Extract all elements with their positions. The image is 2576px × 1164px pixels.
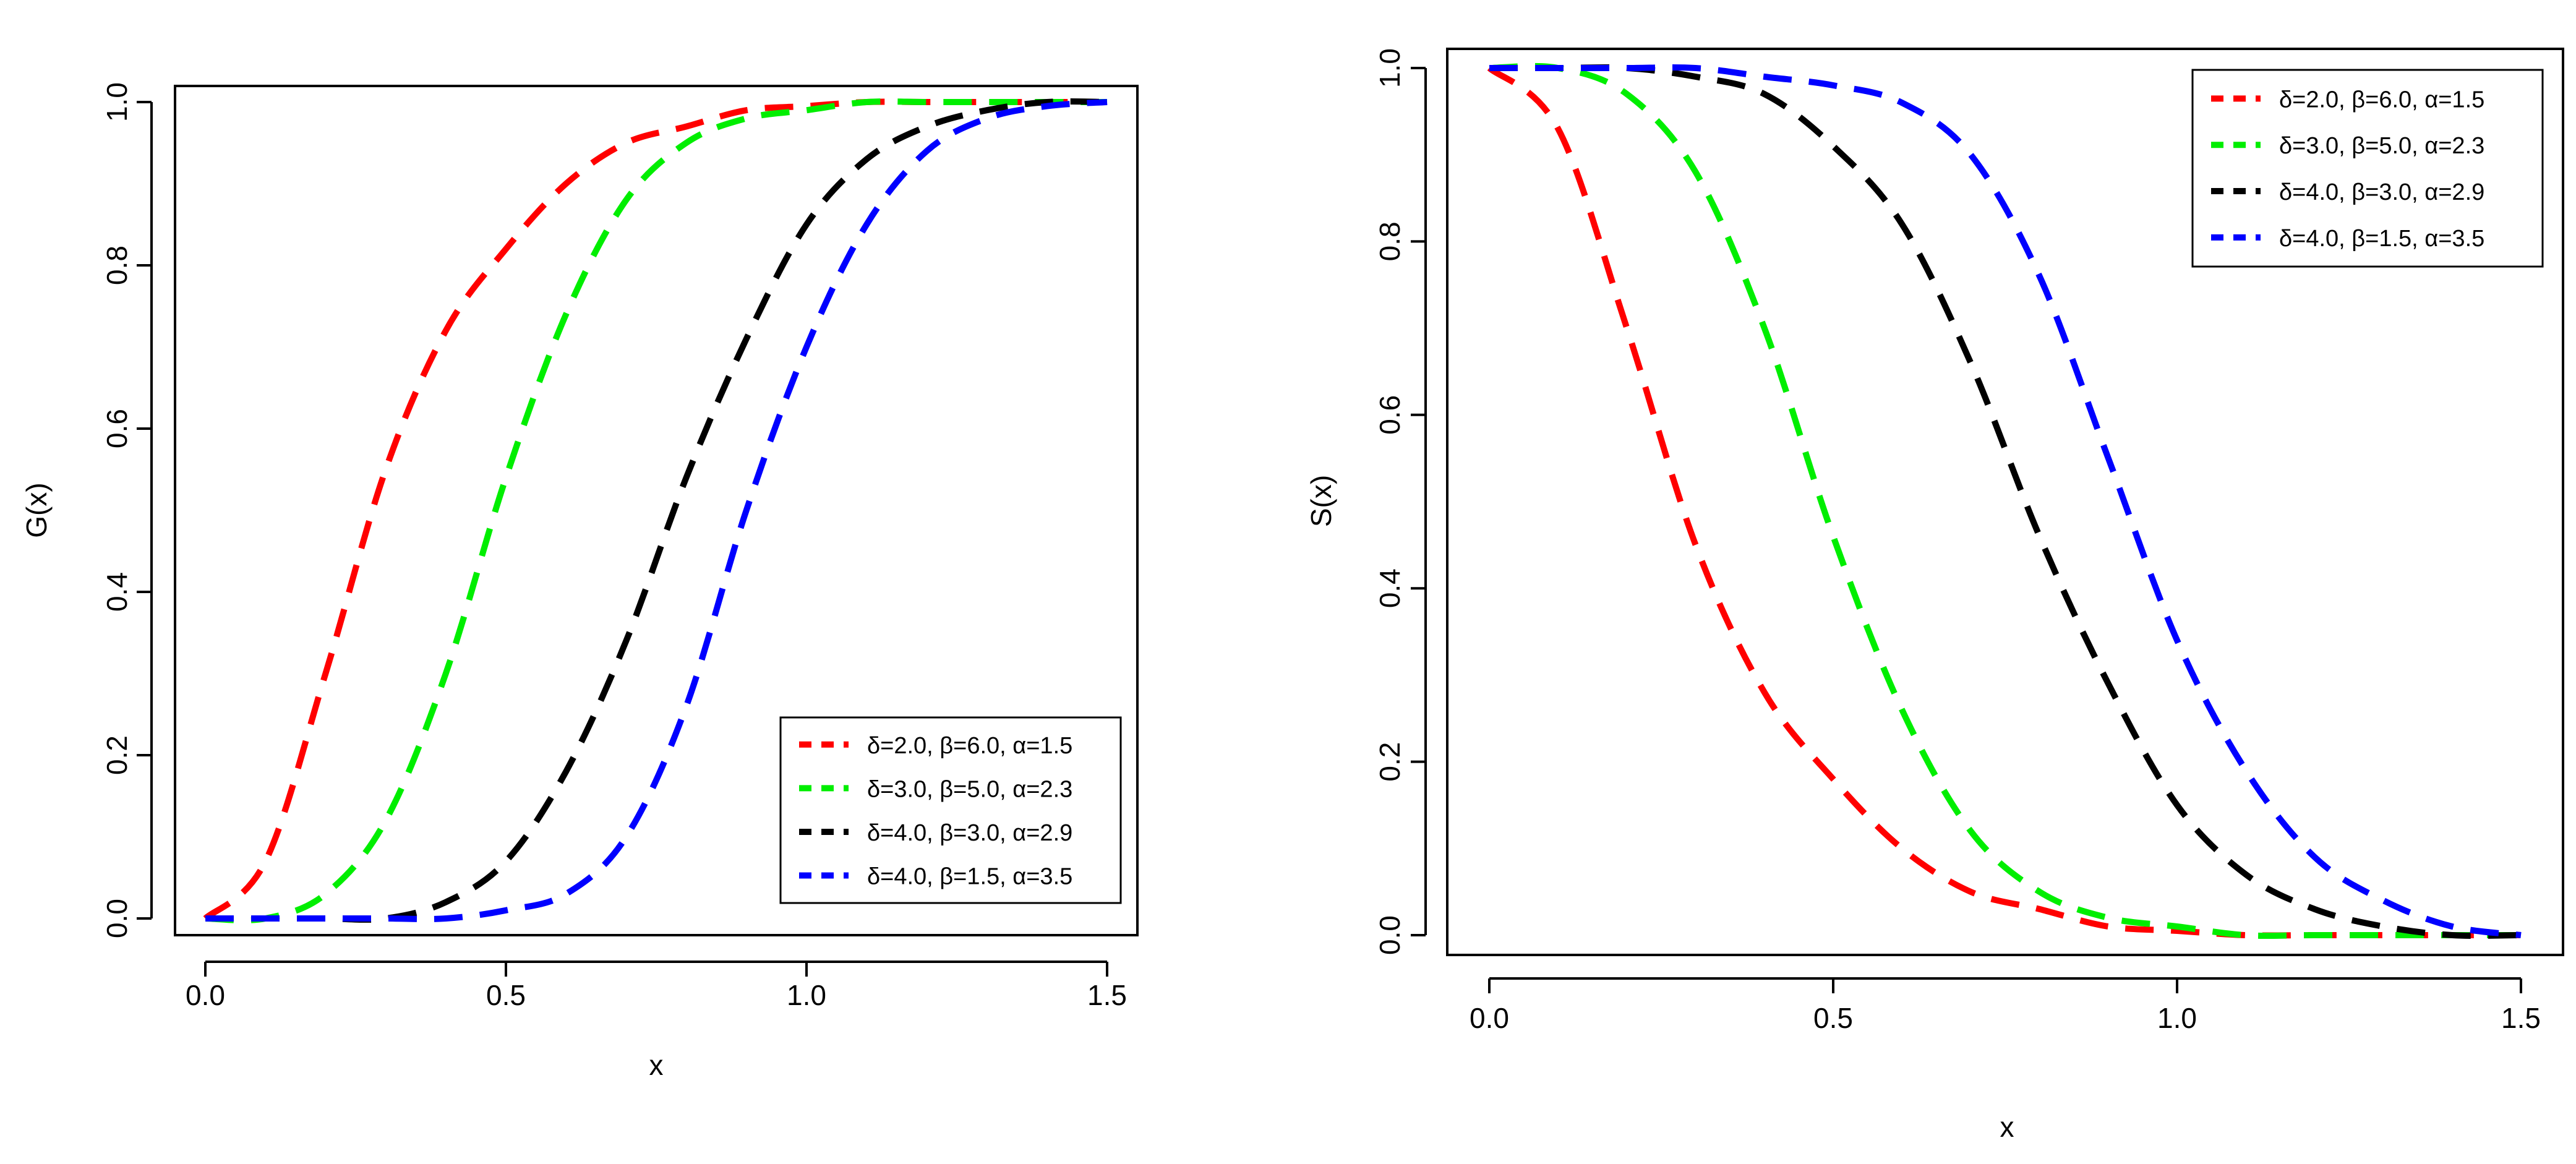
y-axis-title: S(x)	[1305, 475, 1337, 527]
legend-label: δ=4.0, β=3.0, α=2.9	[867, 820, 1072, 846]
y-tick-label: 1.0	[101, 82, 133, 122]
y-axis: 0.0 0.2 0.4 0.6 0.8 1.0	[101, 82, 152, 938]
x-tick-label: 1.5	[1087, 979, 1127, 1011]
y-tick-label: 0.8	[101, 246, 133, 285]
y-tick-label: 1.0	[1374, 48, 1406, 88]
y-tick-label: 0.2	[1374, 742, 1406, 782]
y-tick-label: 0.0	[1374, 915, 1406, 955]
y-axis-title: G(x)	[20, 482, 53, 537]
legend-label: δ=2.0, β=6.0, α=1.5	[2279, 87, 2484, 113]
figure: 0.0 0.2 0.4 0.6 0.8 1.0 0.0 0.5 1.0 1.5 x G(x) δ…	[0, 0, 2576, 1164]
legend-label: δ=3.0, β=5.0, α=2.3	[2279, 133, 2484, 159]
x-axis-title: x	[649, 1049, 664, 1081]
x-tick-label: 0.5	[486, 979, 526, 1011]
legend-label: δ=4.0, β=1.5, α=3.5	[2279, 226, 2484, 252]
y-tick-label: 0.0	[101, 899, 133, 938]
legend-label: δ=3.0, β=5.0, α=2.3	[867, 776, 1072, 802]
x-tick-label: 1.5	[2501, 1002, 2541, 1034]
y-tick-label: 0.6	[101, 409, 133, 448]
legend: δ=2.0, β=6.0, α=1.5 δ=3.0, β=5.0, α=2.3 δ=…	[2193, 70, 2543, 267]
legend-label: δ=2.0, β=6.0, α=1.5	[867, 733, 1072, 759]
x-tick-label: 0.0	[186, 979, 225, 1011]
y-tick-label: 0.6	[1374, 395, 1406, 435]
right-survival-chart: 0.0 0.2 0.4 0.6 0.8 1.0 0.0 0.5 1.0 1.5 x S(x) δ…	[1305, 48, 2563, 1143]
legend: δ=2.0, β=6.0, α=1.5 δ=3.0, β=5.0, α=2.3 δ=…	[781, 717, 1121, 903]
legend-label: δ=4.0, β=1.5, α=3.5	[867, 864, 1072, 890]
x-axis-title: x	[2000, 1111, 2014, 1143]
y-tick-label: 0.2	[101, 735, 133, 775]
left-cdf-chart: 0.0 0.2 0.4 0.6 0.8 1.0 0.0 0.5 1.0 1.5 x G(x) δ…	[20, 82, 1137, 1081]
x-axis: 0.0 0.5 1.0 1.5	[1470, 978, 2541, 1034]
x-tick-label: 0.5	[1813, 1002, 1853, 1034]
x-axis: 0.0 0.5 1.0 1.5	[186, 962, 1127, 1011]
y-axis: 0.0 0.2 0.4 0.6 0.8 1.0	[1374, 48, 1426, 955]
y-tick-label: 0.4	[1374, 568, 1406, 608]
legend-label: δ=4.0, β=3.0, α=2.9	[2279, 179, 2484, 205]
y-tick-label: 0.8	[1374, 221, 1406, 261]
x-tick-label: 1.0	[787, 979, 826, 1011]
y-tick-label: 0.4	[101, 572, 133, 612]
x-tick-label: 0.0	[1470, 1002, 1509, 1034]
x-tick-label: 1.0	[2157, 1002, 2197, 1034]
